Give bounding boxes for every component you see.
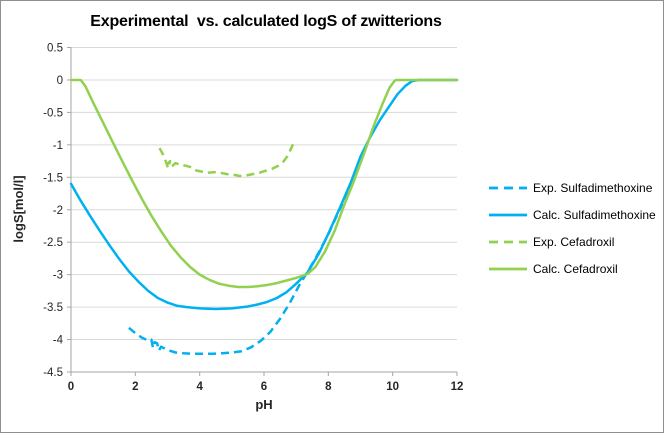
legend-line-sample-exp-cefadroxil [489, 240, 527, 243]
chart-title: Experimental vs. calculated logS of zwit… [90, 13, 442, 30]
legend-label-calc-sulfadimethoxine: Calc. Sulfadimethoxine [533, 207, 656, 222]
x-tick-label: 12 [451, 381, 464, 393]
y-tick-label: 0.5 [47, 43, 63, 55]
legend-item-calc-cefadroxil: Calc. Cefadroxil [488, 260, 656, 277]
x-tick-label: 0 [68, 381, 74, 393]
y-tick-label: -2.5 [43, 237, 63, 249]
y-tick-label: -1 [53, 140, 63, 152]
legend-line-sample-exp-sulfadimethoxine [489, 186, 527, 189]
y-tick-label: -2 [53, 205, 63, 217]
series-calc-cefadroxil [69, 78, 459, 289]
y-tick-label: -1.5 [43, 172, 63, 184]
x-tick-label: 8 [325, 381, 332, 393]
x-tick-label: 10 [386, 381, 399, 393]
x-tick-label: 4 [196, 381, 203, 393]
series-calc-sulfadimethoxine [69, 78, 459, 311]
series-exp-sulfadimethoxine [128, 170, 358, 356]
series-exp-cefadroxil [158, 143, 295, 178]
y-tick-label: -3.5 [43, 302, 63, 314]
y-tick-label: 0 [57, 75, 63, 87]
y-tick-label: -4 [53, 335, 64, 347]
x-tick-label: 6 [261, 381, 267, 393]
legend-label-exp-sulfadimethoxine: Exp. Sulfadimethoxine [533, 180, 653, 195]
legend-label-exp-cefadroxil: Exp. Cefadroxil [533, 234, 615, 249]
x-axis-title: pH [255, 397, 273, 412]
legend-item-exp-sulfadimethoxine: Exp. Sulfadimethoxine [488, 179, 656, 196]
legend-item-exp-cefadroxil: Exp. Cefadroxil [488, 233, 656, 250]
y-tick-label: -3 [53, 270, 63, 282]
legend-line-sample-calc-sulfadimethoxine [489, 213, 527, 216]
legend-item-calc-sulfadimethoxine: Calc. Sulfadimethoxine [488, 206, 656, 223]
legend-label-calc-cefadroxil: Calc. Cefadroxil [533, 261, 618, 276]
y-tick-label: -4.5 [43, 367, 63, 379]
y-tick-label: -0.5 [43, 107, 63, 119]
x-tick-label: 2 [132, 381, 138, 393]
legend-line-sample-calc-cefadroxil [489, 267, 527, 270]
legend: Exp. Sulfadimethoxine Calc. Sulfadimethox… [488, 179, 656, 277]
